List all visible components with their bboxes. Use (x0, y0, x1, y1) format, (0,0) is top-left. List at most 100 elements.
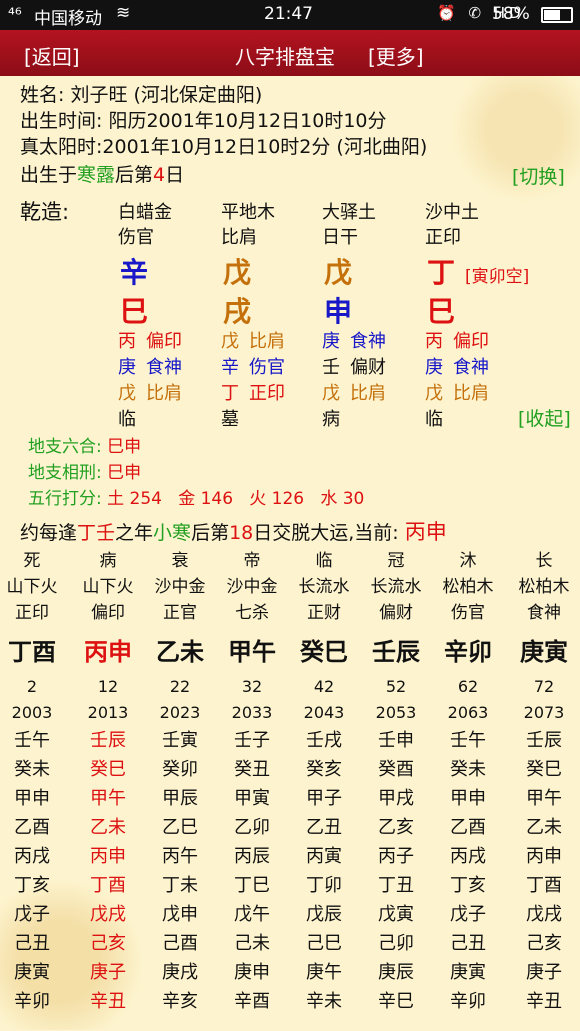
liunian-year[interactable]: 庚戌 (162, 962, 198, 983)
liunian-year[interactable]: 丁丑 (378, 875, 414, 896)
liunian-year[interactable]: 丁酉 (90, 875, 126, 896)
liunian-year[interactable]: 壬午 (14, 730, 50, 751)
liunian-year[interactable]: 乙巳 (162, 817, 198, 838)
liunian-year[interactable]: 丙戌 (14, 846, 50, 867)
hidden-stem-char: 辛 (221, 357, 239, 378)
liunian-year[interactable]: 壬辰 (90, 730, 126, 751)
liunian-year[interactable]: 辛丑 (526, 991, 562, 1012)
liunian-year[interactable]: 戊子 (14, 904, 50, 925)
liunian-year[interactable]: 庚寅 (450, 962, 486, 983)
liunian-year[interactable]: 壬子 (234, 730, 270, 751)
liunian-year[interactable]: 甲寅 (234, 788, 270, 809)
liunian-year[interactable]: 辛巳 (378, 991, 414, 1012)
switch-button[interactable]: [切换] (512, 166, 565, 188)
liunian-year[interactable]: 辛亥 (162, 991, 198, 1012)
hidden-stem: 戊比肩 (118, 379, 182, 405)
liunian-year[interactable]: 丙子 (378, 846, 414, 867)
liunian-year[interactable]: 己卯 (378, 933, 414, 954)
liunian-year[interactable]: 甲子 (306, 788, 342, 809)
pillar-nayin: 平地木 (221, 202, 275, 223)
liunian-year[interactable]: 壬寅 (162, 730, 198, 751)
liunian-year[interactable]: 戊寅 (378, 904, 414, 925)
liunian-year[interactable]: 甲戌 (378, 788, 414, 809)
liunian-year[interactable]: 辛未 (306, 991, 342, 1012)
liunian-year[interactable]: 癸卯 (162, 759, 198, 780)
liunian-year[interactable]: 丁卯 (306, 875, 342, 896)
liunian-year[interactable]: 甲午 (526, 788, 562, 809)
relation-liuhe: 地支六合: 巳申 (28, 437, 142, 457)
liunian-year[interactable]: 甲申 (450, 788, 486, 809)
liunian-year[interactable]: 丙寅 (306, 846, 342, 867)
liunian-year[interactable]: 庚子 (90, 962, 126, 983)
liunian-year[interactable]: 戊午 (234, 904, 270, 925)
liunian-year[interactable]: 壬戌 (306, 730, 342, 751)
liunian-year[interactable]: 癸未 (14, 759, 50, 780)
liunian-year[interactable]: 癸亥 (306, 759, 342, 780)
liunian-year[interactable]: 辛丑 (90, 991, 126, 1012)
liunian-year[interactable]: 戊辰 (306, 904, 342, 925)
hidden-stem-char: 庚 (118, 357, 136, 378)
liunian-year[interactable]: 己未 (234, 933, 270, 954)
liunian-year[interactable]: 辛卯 (14, 991, 50, 1012)
dayun-state: 长 (535, 551, 553, 571)
liunian-year[interactable]: 戊戌 (90, 904, 126, 925)
pillar-stem: 戊 (223, 256, 252, 289)
liunian-year[interactable]: 癸酉 (378, 759, 414, 780)
liunian-year[interactable]: 甲午 (90, 788, 126, 809)
dayun-year: 2023 (159, 703, 201, 722)
liunian-year[interactable]: 乙酉 (450, 817, 486, 838)
liunian-year[interactable]: 壬辰 (526, 730, 562, 751)
liunian-year[interactable]: 己亥 (90, 933, 126, 954)
liunian-year[interactable]: 乙亥 (378, 817, 414, 838)
liunian-year[interactable]: 丁亥 (450, 875, 486, 896)
liunian-year[interactable]: 丙申 (90, 846, 126, 867)
liunian-year[interactable]: 壬午 (450, 730, 486, 751)
liunian-year[interactable]: 戊子 (450, 904, 486, 925)
liunian-year[interactable]: 辛卯 (450, 991, 486, 1012)
liunian-year[interactable]: 甲申 (14, 788, 50, 809)
hidden-stem-god: 偏印 (146, 331, 182, 352)
liunian-year[interactable]: 乙卯 (234, 817, 270, 838)
liunian-year[interactable]: 甲辰 (162, 788, 198, 809)
dayun-age: 22 (169, 677, 191, 696)
more-button[interactable]: [更多] (368, 45, 424, 69)
liunian-year[interactable]: 庚申 (234, 962, 270, 983)
liunian-year[interactable]: 庚辰 (378, 962, 414, 983)
dayun-age: 42 (313, 677, 335, 696)
liunian-year[interactable]: 丙午 (162, 846, 198, 867)
solar-term-line: 出生于寒露后第4日 (20, 164, 185, 186)
liunian-year[interactable]: 乙酉 (14, 817, 50, 838)
liunian-year[interactable]: 癸巳 (90, 759, 126, 780)
liunian-year[interactable]: 乙丑 (306, 817, 342, 838)
liunian-year[interactable]: 乙未 (90, 817, 126, 838)
liunian-year[interactable]: 丙申 (526, 846, 562, 867)
liunian-year[interactable]: 丁未 (162, 875, 198, 896)
back-button[interactable]: [返回] (24, 45, 80, 69)
collapse-button[interactable]: [收起] (518, 408, 571, 430)
liunian-year[interactable]: 己酉 (162, 933, 198, 954)
liunian-year[interactable]: 壬申 (378, 730, 414, 751)
liunian-year[interactable]: 癸未 (450, 759, 486, 780)
hidden-stem-god: 比肩 (146, 383, 182, 404)
liunian-year[interactable]: 丁酉 (526, 875, 562, 896)
liunian-year[interactable]: 癸巳 (526, 759, 562, 780)
liunian-year[interactable]: 乙未 (526, 817, 562, 838)
liunian-year[interactable]: 丙辰 (234, 846, 270, 867)
liunian-year[interactable]: 己亥 (526, 933, 562, 954)
liunian-year[interactable]: 庚午 (306, 962, 342, 983)
liunian-year[interactable]: 己巳 (306, 933, 342, 954)
liunian-year[interactable]: 丁亥 (14, 875, 50, 896)
dayun-shishen: 正财 (307, 603, 341, 623)
wifi-icon: ≋ (116, 3, 131, 23)
liunian-year[interactable]: 己丑 (14, 933, 50, 954)
liunian-year[interactable]: 丁巳 (234, 875, 270, 896)
liunian-year[interactable]: 癸丑 (234, 759, 270, 780)
liunian-year[interactable]: 戊申 (162, 904, 198, 925)
liunian-year[interactable]: 戊戌 (526, 904, 562, 925)
liunian-year[interactable]: 己丑 (450, 933, 486, 954)
liunian-year[interactable]: 庚子 (526, 962, 562, 983)
liunian-year[interactable]: 丙戌 (450, 846, 486, 867)
liunian-year[interactable]: 庚寅 (14, 962, 50, 983)
nav-bar: [返回] 八字排盘宝 [更多] (0, 30, 580, 76)
liunian-year[interactable]: 辛酉 (234, 991, 270, 1012)
